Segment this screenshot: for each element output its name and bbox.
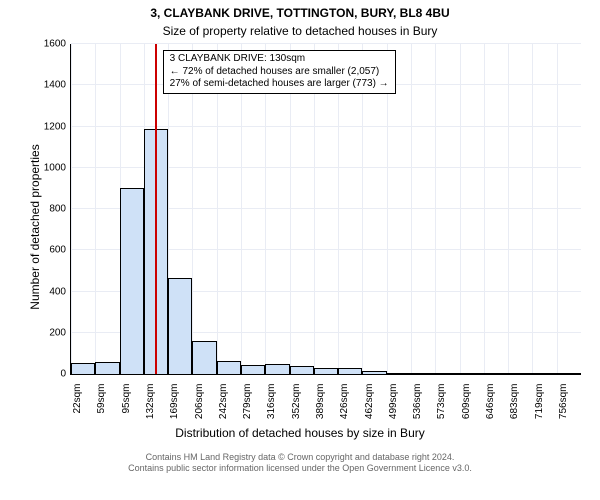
histogram-bar <box>387 373 411 374</box>
histogram-bar <box>290 366 314 374</box>
annotation-box: 3 CLAYBANK DRIVE: 130sqm ← 72% of detach… <box>163 50 396 94</box>
x-tick-label: 206sqm <box>194 384 205 420</box>
histogram-bar <box>362 371 386 374</box>
histogram-plot: 3 CLAYBANK DRIVE: 130sqm ← 72% of detach… <box>70 44 581 375</box>
y-tick-label: 1600 <box>44 39 66 50</box>
histogram-bar <box>168 278 192 374</box>
x-tick-label: 169sqm <box>169 384 180 420</box>
gridline-v <box>532 44 533 374</box>
gridline-v <box>435 44 436 374</box>
histogram-bar <box>484 373 508 374</box>
histogram-bar <box>508 373 532 374</box>
gridline-v <box>192 44 193 374</box>
y-tick-label: 600 <box>49 245 66 256</box>
y-tick-label: 1400 <box>44 80 66 91</box>
x-tick-label: 719sqm <box>534 384 545 420</box>
histogram-bar <box>557 373 581 374</box>
y-tick-label: 400 <box>49 286 66 297</box>
histogram-bar <box>217 361 241 374</box>
histogram-bar <box>435 373 459 374</box>
gridline-v <box>460 44 461 374</box>
y-tick-label: 200 <box>49 327 66 338</box>
x-tick-label: 242sqm <box>218 384 229 420</box>
annotation-line-1: 3 CLAYBANK DRIVE: 130sqm <box>170 53 389 66</box>
annotation-line-3: 27% of semi-detached houses are larger (… <box>170 78 389 91</box>
gridline-v <box>387 44 388 374</box>
histogram-bar <box>241 365 265 374</box>
gridline-v <box>411 44 412 374</box>
x-tick-label: 279sqm <box>242 384 253 420</box>
histogram-bar <box>314 368 338 374</box>
y-tick-label: 800 <box>49 204 66 215</box>
histogram-bar <box>265 364 289 374</box>
marker-line <box>155 44 157 374</box>
y-tick-label: 1000 <box>44 162 66 173</box>
x-tick-label: 352sqm <box>291 384 302 420</box>
gridline-v <box>290 44 291 374</box>
y-tick-label: 1200 <box>44 121 66 132</box>
footer-line-2: Contains public sector information licen… <box>0 463 600 474</box>
x-axis-label: Distribution of detached houses by size … <box>0 426 600 440</box>
footer: Contains HM Land Registry data © Crown c… <box>0 452 600 474</box>
y-axis-label: Number of detached properties <box>28 102 42 352</box>
x-tick-label: 573sqm <box>436 384 447 420</box>
x-tick-label: 22sqm <box>72 384 83 414</box>
histogram-bar <box>411 373 435 374</box>
gridline-v <box>362 44 363 374</box>
x-tick-label: 132sqm <box>145 384 156 420</box>
histogram-bar <box>192 341 216 374</box>
x-tick-label: 536sqm <box>412 384 423 420</box>
gridline-v <box>314 44 315 374</box>
histogram-bar <box>120 188 144 374</box>
gridline-h <box>71 43 581 44</box>
x-tick-label: 462sqm <box>364 384 375 420</box>
page-subtitle: Size of property relative to detached ho… <box>0 24 600 38</box>
gridline-v <box>71 44 72 374</box>
x-tick-label: 609sqm <box>461 384 472 420</box>
gridline-v <box>484 44 485 374</box>
y-tick-label: 0 <box>60 369 66 380</box>
gridline-v <box>508 44 509 374</box>
gridline-h <box>71 126 581 127</box>
x-tick-label: 316sqm <box>266 384 277 420</box>
annotation-line-2: ← 72% of detached houses are smaller (2,… <box>170 66 389 79</box>
x-tick-label: 95sqm <box>121 384 132 414</box>
histogram-bar <box>95 362 119 374</box>
histogram-bar <box>338 368 362 374</box>
x-tick-label: 683sqm <box>509 384 520 420</box>
gridline-v <box>265 44 266 374</box>
x-tick-label: 426sqm <box>339 384 350 420</box>
page-title: 3, CLAYBANK DRIVE, TOTTINGTON, BURY, BL8… <box>0 6 600 20</box>
gridline-v <box>338 44 339 374</box>
histogram-bar <box>532 373 556 374</box>
x-tick-label: 389sqm <box>315 384 326 420</box>
gridline-v <box>95 44 96 374</box>
footer-line-1: Contains HM Land Registry data © Crown c… <box>0 452 600 463</box>
gridline-v <box>557 44 558 374</box>
x-tick-label: 499sqm <box>388 384 399 420</box>
x-tick-label: 59sqm <box>96 384 107 414</box>
histogram-bar <box>460 373 484 374</box>
x-tick-label: 646sqm <box>485 384 496 420</box>
gridline-v <box>241 44 242 374</box>
histogram-bar <box>71 363 95 374</box>
x-tick-label: 756sqm <box>558 384 569 420</box>
gridline-v <box>217 44 218 374</box>
